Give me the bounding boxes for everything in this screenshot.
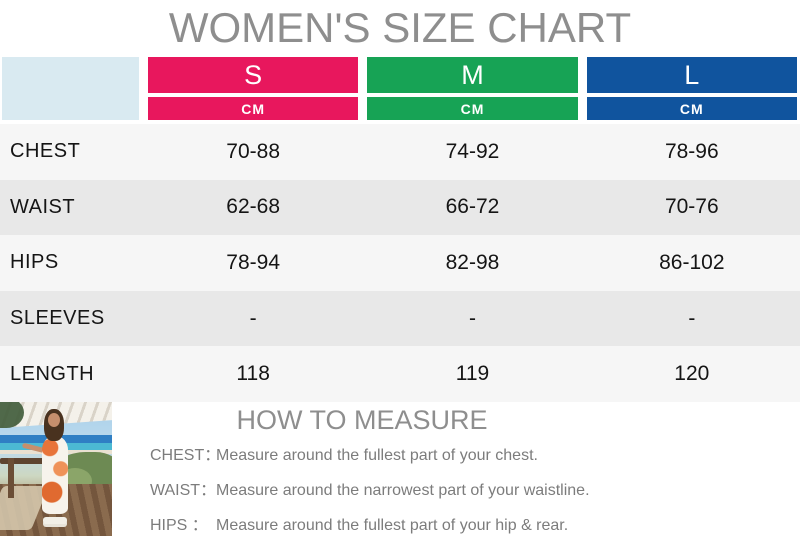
measure-content: HOW TO MEASURE CHEST：Measure around the … [112, 402, 800, 538]
row-label: HIPS [10, 251, 59, 274]
row-value: 66-72 [445, 195, 500, 219]
row-label: CHEST [10, 140, 81, 163]
page-title: WOMEN'S SIZE CHART [168, 3, 632, 51]
table-row-sleeves: SLEEVES - - - [0, 290, 800, 347]
photo-rail-post [8, 457, 14, 498]
unit-header-l: CM [586, 97, 797, 120]
model-photo [0, 401, 112, 536]
row-value: 78-96 [664, 139, 719, 163]
row-value: - [688, 306, 696, 330]
photo-model-dress [42, 435, 68, 514]
photo-model-face [48, 412, 60, 427]
table-row-hips: HIPS 78-94 82-98 86-102 [0, 235, 800, 291]
measure-text: Measure around the fullest part of your … [216, 446, 538, 464]
row-value: 86-102 [659, 250, 725, 274]
row-value: 74-92 [445, 139, 500, 163]
row-value: - [468, 306, 476, 330]
table-row-waist: WAIST 62-68 66-72 70-76 [0, 179, 800, 236]
table-row-length: LENGTH 118 119 120 [0, 346, 800, 402]
unit-header-s: CM [148, 97, 359, 120]
size-header-s: S [148, 57, 359, 93]
row-value: - [249, 306, 257, 330]
row-value: 120 [674, 362, 710, 386]
row-value: 62-68 [226, 195, 281, 219]
measure-item-chest: CHEST：Measure around the fullest part of… [150, 438, 800, 473]
row-label: SLEEVES [10, 307, 105, 330]
measure-text: Measure around the fullest part of your … [216, 516, 569, 534]
size-chart-header: S M L CM CM CM [2, 57, 797, 120]
how-to-measure-section: HOW TO MEASURE CHEST：Measure around the … [0, 401, 800, 538]
row-value: 82-98 [445, 250, 500, 274]
row-value: 119 [455, 362, 490, 386]
corner-cell [2, 57, 139, 120]
measure-list: CHEST：Measure around the fullest part of… [112, 438, 800, 538]
row-label: LENGTH [10, 362, 95, 385]
measure-item-hips: HIPS ： Measure around the fullest part of… [150, 508, 800, 538]
measure-label: CHEST： [150, 446, 221, 464]
measure-label: WAIST： [150, 481, 217, 499]
size-chart-table: CHEST 70-88 74-92 78-96 WAIST 62-68 66-7… [0, 124, 800, 402]
photo-model-sandals [43, 516, 67, 524]
table-row-chest: CHEST 70-88 74-92 78-96 [0, 124, 800, 180]
unit-header-m: CM [367, 97, 578, 120]
row-value: 70-88 [226, 139, 281, 163]
size-header-l: L [586, 57, 797, 93]
size-header-m: M [367, 57, 578, 93]
row-value: 70-76 [664, 195, 719, 219]
measure-item-waist: WAIST：Measure around the narrowest part … [150, 473, 800, 508]
measure-text: Measure around the narrowest part of you… [216, 481, 590, 499]
measure-label: HIPS ： [150, 516, 208, 534]
row-value: 78-94 [226, 250, 281, 274]
row-value: 118 [236, 362, 270, 386]
how-to-measure-title: HOW TO MEASURE [236, 404, 488, 435]
photo-rail [0, 457, 58, 464]
row-label: WAIST [10, 195, 76, 218]
